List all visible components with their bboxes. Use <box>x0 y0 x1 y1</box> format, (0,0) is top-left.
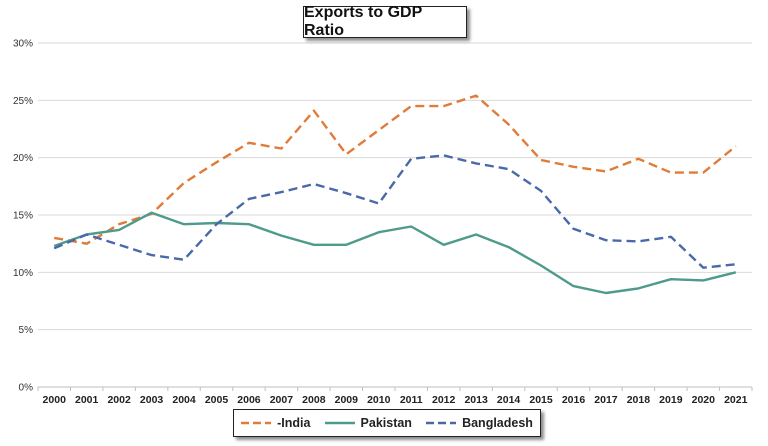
x-tick-label: 2017 <box>594 394 618 406</box>
x-tick-label: 2007 <box>270 394 294 406</box>
x-tick-label: 2000 <box>43 394 67 406</box>
legend-swatch-india <box>241 421 272 425</box>
x-tick-label: 2009 <box>335 394 359 406</box>
legend-item-bangladesh: Bangladesh <box>426 416 533 430</box>
chart-title: Exports to GDP Ratio <box>304 4 422 39</box>
x-tick-label: 2002 <box>107 394 131 406</box>
y-axis-ticks: 0% 5% 10% 15% 20% 25% 30% <box>13 39 33 394</box>
x-tick-label: 2018 <box>627 394 651 406</box>
y-tick-label: 15% <box>13 211 33 222</box>
x-tick-label: 2019 <box>659 394 683 406</box>
legend-label-pakistan: Pakistan <box>360 416 412 430</box>
chart-title-box: Exports to GDP Ratio <box>303 4 467 39</box>
legend-item-pakistan: Pakistan <box>324 416 412 430</box>
y-tick-label: 20% <box>13 153 33 164</box>
y-tick-label: 5% <box>19 325 34 336</box>
x-tick-label: 2012 <box>432 394 456 406</box>
x-tick-label: 2003 <box>140 394 164 406</box>
x-tick-label: 2004 <box>172 394 196 406</box>
x-tick-label: 2016 <box>562 394 586 406</box>
legend-swatch-bangladesh <box>426 421 457 425</box>
x-tick-label: 2006 <box>237 394 261 406</box>
x-tick-label: 2005 <box>205 394 229 406</box>
x-tick-label: 2015 <box>529 394 553 406</box>
series-lines <box>53 94 737 295</box>
x-tick-label: 2021 <box>724 394 748 406</box>
y-tick-label: 25% <box>13 96 33 107</box>
series-line-bangladesh <box>53 154 736 269</box>
x-tick-label: 2008 <box>302 394 326 406</box>
y-tick-label: 30% <box>13 39 33 50</box>
legend-label-india: -India <box>277 416 311 430</box>
legend-item-india: -India <box>241 416 310 430</box>
x-tick-label: 2001 <box>75 394 99 406</box>
x-tick-label: 2011 <box>400 394 423 406</box>
y-tick-label: 10% <box>13 268 33 279</box>
x-tick-label: 2020 <box>692 394 716 406</box>
legend-label-bangladesh: Bangladesh <box>462 416 533 430</box>
x-tick-label: 2014 <box>497 394 521 406</box>
y-tick-label: 0% <box>19 383 34 394</box>
series-line-pakistan <box>53 211 737 295</box>
x-tick-label: 2013 <box>464 394 488 406</box>
x-tick-label: 2010 <box>367 394 391 406</box>
legend-swatch-pakistan <box>324 421 355 425</box>
series-line-india <box>53 94 737 245</box>
x-axis-ticks: 2000 2001 2002 2003 2004 2005 2006 2007 2008 2009… <box>37 387 753 406</box>
legend: -India Pakistan Bangladesh <box>233 409 541 437</box>
